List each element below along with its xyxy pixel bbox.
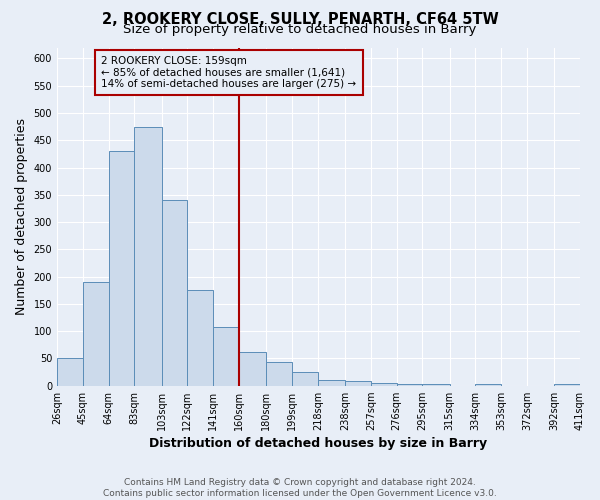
Text: Contains HM Land Registry data © Crown copyright and database right 2024.
Contai: Contains HM Land Registry data © Crown c…	[103, 478, 497, 498]
Bar	[109, 151, 134, 386]
Y-axis label: Number of detached properties: Number of detached properties	[15, 118, 28, 315]
X-axis label: Distribution of detached houses by size in Barry: Distribution of detached houses by size …	[149, 437, 488, 450]
Bar	[266, 362, 292, 386]
Bar	[239, 352, 266, 386]
Bar	[83, 282, 109, 386]
Bar	[161, 200, 187, 386]
Bar	[554, 384, 580, 386]
Bar	[318, 380, 345, 386]
Text: 2 ROOKERY CLOSE: 159sqm
← 85% of detached houses are smaller (1,641)
14% of semi: 2 ROOKERY CLOSE: 159sqm ← 85% of detache…	[101, 56, 356, 89]
Bar	[213, 327, 239, 386]
Bar	[292, 372, 318, 386]
Bar	[187, 290, 213, 386]
Text: Size of property relative to detached houses in Barry: Size of property relative to detached ho…	[124, 22, 476, 36]
Text: 2, ROOKERY CLOSE, SULLY, PENARTH, CF64 5TW: 2, ROOKERY CLOSE, SULLY, PENARTH, CF64 5…	[101, 12, 499, 28]
Bar	[371, 383, 397, 386]
Bar	[475, 384, 501, 386]
Bar	[397, 384, 422, 386]
Bar	[345, 382, 371, 386]
Bar	[57, 358, 83, 386]
Bar	[422, 384, 449, 386]
Bar	[134, 126, 161, 386]
